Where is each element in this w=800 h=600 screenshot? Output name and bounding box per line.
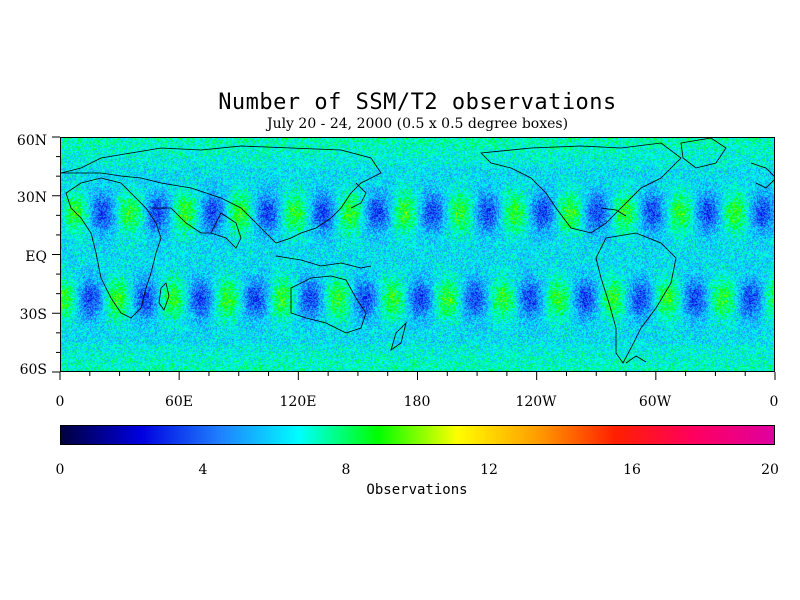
greenland-coastline — [680, 138, 727, 169]
colorbar-label-0: 0 — [55, 462, 65, 478]
lat-label-60s: 60S — [19, 362, 47, 378]
lon-label-180: 180 — [403, 394, 431, 410]
lon-label-0-east: 0 — [769, 394, 779, 410]
chart-title: Number of SSM/T2 observations — [218, 90, 617, 115]
observation-density-field — [61, 138, 774, 371]
lat-label-30n: 30N — [16, 190, 47, 206]
australia-coastline — [290, 275, 367, 334]
madagascar-coastline — [158, 282, 170, 311]
colorbar — [60, 425, 775, 445]
europe-west-coastline — [750, 162, 774, 189]
colorbar-label-16: 16 — [623, 462, 641, 478]
asia-south-coastline — [151, 207, 242, 249]
colorbar-label-12: 12 — [480, 462, 498, 478]
caribbean-coastline — [600, 207, 627, 217]
lon-label-120w: 120W — [515, 394, 557, 410]
lon-label-0: 0 — [55, 394, 65, 410]
south-america-coastline — [595, 232, 677, 364]
lat-label-30s: 30S — [19, 307, 47, 323]
north-america-coastline — [480, 142, 682, 234]
colorbar-label-20: 20 — [761, 462, 779, 478]
colorbar-label-4: 4 — [198, 462, 208, 478]
colorbar-label-8: 8 — [341, 462, 351, 478]
chart-subtitle: July 20 - 24, 2000 (0.5 x 0.5 degree box… — [266, 116, 569, 132]
lat-label-eq: EQ — [25, 249, 47, 265]
lat-label-60n: 60N — [16, 133, 47, 149]
coastline-overlay — [61, 138, 774, 364]
africa-coastline — [65, 177, 162, 319]
colorbar-title: Observations — [366, 482, 468, 498]
lon-label-60e: 60E — [164, 394, 194, 410]
indonesia-coastline — [275, 255, 372, 269]
observation-map — [60, 137, 775, 372]
antarctic-peninsula-coastline — [625, 355, 647, 364]
eurasia-coastline — [61, 145, 382, 244]
lon-label-60w: 60W — [638, 394, 672, 410]
lon-label-120e: 120E — [279, 394, 317, 410]
japan-coastline — [350, 182, 367, 209]
new-zealand-coastline — [390, 321, 407, 351]
